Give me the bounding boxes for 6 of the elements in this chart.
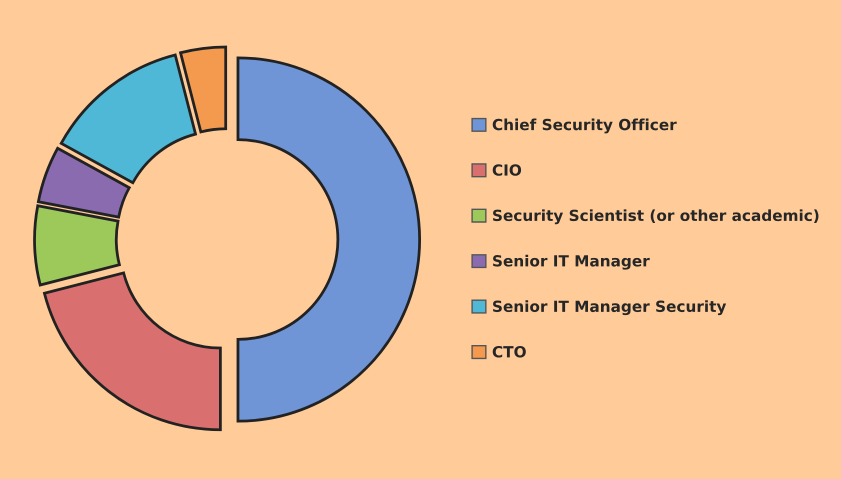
legend-label: CTO — [492, 346, 526, 358]
legend-label: Senior IT Manager — [493, 254, 650, 270]
legend-label: CIO — [492, 164, 522, 176]
legend-label: Senior IT Manager Security — [493, 300, 726, 316]
legend-label: Security Scientist (or other academic) — [493, 209, 818, 224]
legend-label: Chief Security Officer — [492, 118, 677, 134]
